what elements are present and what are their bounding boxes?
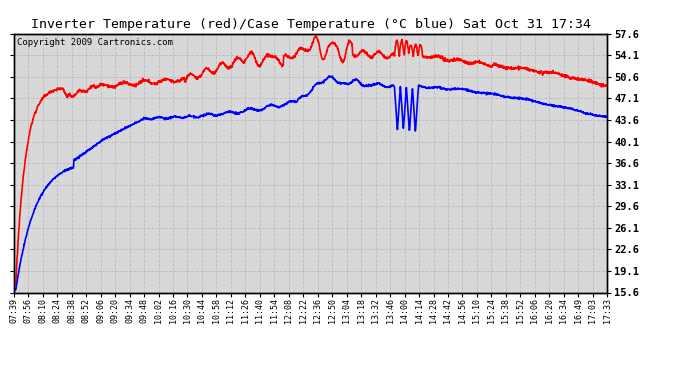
Text: Copyright 2009 Cartronics.com: Copyright 2009 Cartronics.com <box>17 38 172 46</box>
Title: Inverter Temperature (red)/Case Temperature (°C blue) Sat Oct 31 17:34: Inverter Temperature (red)/Case Temperat… <box>30 18 591 31</box>
